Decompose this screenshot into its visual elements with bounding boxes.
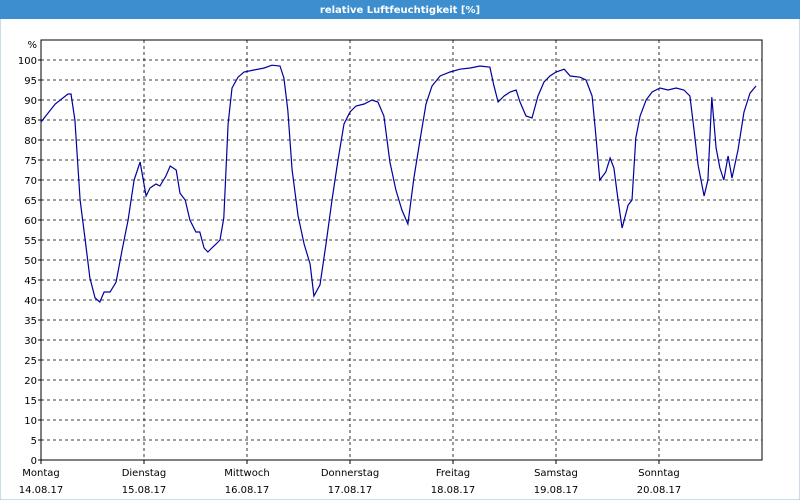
y-axis-label: %	[27, 40, 37, 51]
x-tick-date: 17.08.17	[328, 485, 373, 496]
y-tick-label: 5	[31, 436, 37, 447]
x-tick-label: Sonntag	[638, 468, 680, 479]
y-tick-label: 90	[24, 96, 37, 107]
x-tick-label: Montag	[22, 468, 59, 479]
x-tick-date: 18.08.17	[431, 485, 476, 496]
y-tick-label: 75	[24, 156, 37, 167]
x-tick-date: 16.08.17	[225, 485, 270, 496]
x-tick-date: 14.08.17	[19, 485, 64, 496]
y-tick-label: 35	[24, 316, 37, 327]
x-tick-label: Dienstag	[122, 468, 167, 479]
x-tick-date: 19.08.17	[534, 485, 579, 496]
y-tick-label: 10	[24, 416, 37, 427]
y-tick-label: 0	[31, 456, 37, 467]
y-tick-label: 20	[24, 376, 37, 387]
title-bar	[0, 0, 800, 19]
y-tick-label: 80	[24, 136, 37, 147]
data-line	[40, 64, 757, 303]
x-tick-date: 15.08.17	[122, 485, 167, 496]
y-tick-label: 70	[24, 176, 37, 187]
plot-area	[40, 39, 763, 461]
chart-title: relative Luftfeuchtigkeit [%]	[320, 5, 480, 16]
x-tick-label: Donnerstag	[321, 468, 379, 479]
y-tick-label: 45	[24, 276, 37, 287]
x-tick-label: Mittwoch	[224, 468, 269, 479]
y-tick-label: 65	[24, 196, 37, 207]
y-tick-label: 30	[24, 336, 37, 347]
y-tick-label: 95	[24, 76, 37, 87]
y-tick-label: 60	[24, 216, 37, 227]
y-tick-label: 40	[24, 296, 37, 307]
x-tick-label: Freitag	[436, 468, 470, 479]
y-tick-label: 50	[24, 256, 37, 267]
y-tick-label: 15	[24, 396, 37, 407]
y-tick-label: 85	[24, 116, 37, 127]
x-tick-date: 20.08.17	[637, 485, 682, 496]
y-tick-label: 55	[24, 236, 37, 247]
x-tick-label: Samstag	[534, 468, 578, 479]
y-tick-label: 25	[24, 356, 37, 367]
y-tick-label: 100	[18, 56, 37, 67]
